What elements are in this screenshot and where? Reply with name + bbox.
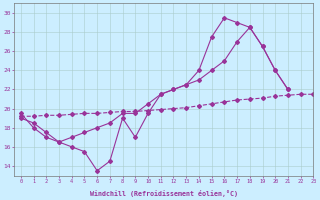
X-axis label: Windchill (Refroidissement éolien,°C): Windchill (Refroidissement éolien,°C)	[90, 190, 238, 197]
